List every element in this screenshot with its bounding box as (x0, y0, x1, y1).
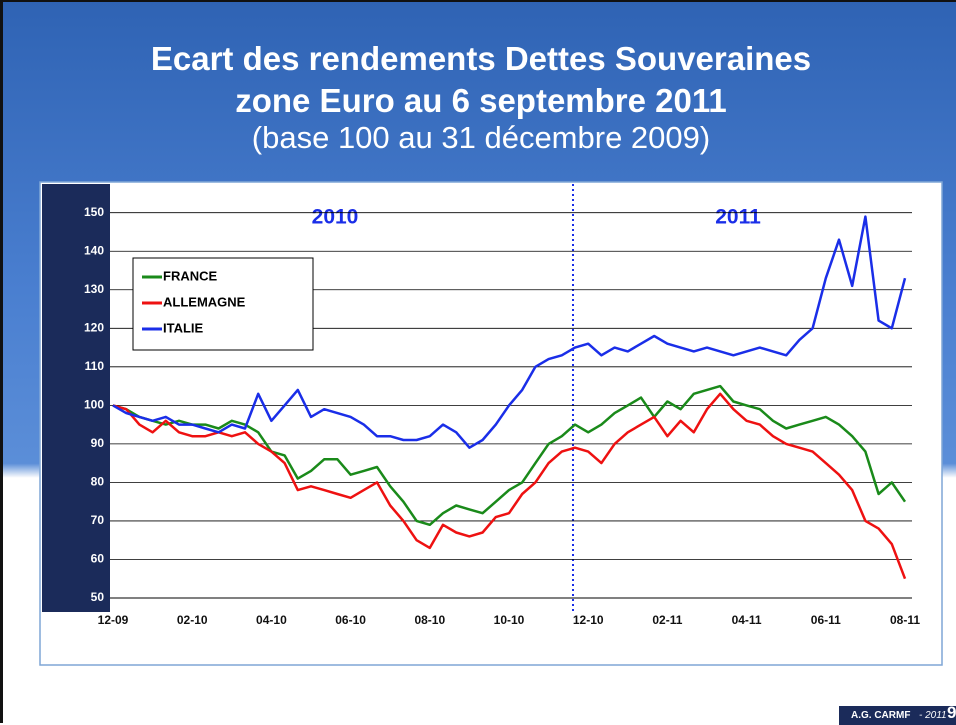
x-tick-label: 02-10 (177, 613, 208, 627)
y-tick-label: 70 (91, 513, 105, 527)
y-tick-label: 90 (91, 436, 105, 450)
y-tick-label: 60 (91, 552, 105, 566)
annotation: 2011 (715, 206, 761, 229)
x-tick-label: 12-10 (573, 613, 604, 627)
y-tick-label: 150 (84, 205, 104, 219)
footer-year: - 2011 (919, 710, 947, 721)
y-tick-label: 80 (91, 475, 105, 489)
x-tick-label: 10-10 (494, 613, 525, 627)
title-line: Ecart des rendements Dettes Souveraines (150, 40, 812, 77)
x-tick-label: 06-10 (335, 613, 366, 627)
y-tick-label: 50 (91, 590, 105, 604)
footer: A.G. CARMF - 2011 9 (839, 703, 956, 725)
axis-strip (42, 184, 110, 612)
legend-box (132, 257, 314, 351)
x-tick-label: 08-11 (890, 613, 920, 627)
x-tick-label: 04-10 (256, 613, 287, 627)
x-tick-label: 02-11 (652, 613, 682, 627)
series-line (112, 384, 907, 527)
y-tick-label: 130 (84, 282, 104, 296)
y-tick-label: 110 (85, 359, 105, 373)
title-line: zone Euro au 6 septembre 2011 (235, 82, 727, 119)
legend-label: ALLEMAGNE (163, 294, 246, 309)
x-tick-label: 04-11 (732, 613, 762, 627)
legend-label: ITALIE (163, 320, 204, 335)
y-tick-label: 100 (84, 398, 104, 412)
page-number: 9 (947, 703, 956, 722)
x-tick-label: 08-10 (414, 613, 445, 627)
footer-org: A.G. CARMF (851, 710, 911, 721)
series-line (112, 392, 907, 580)
y-tick-label: 120 (84, 320, 104, 334)
subtitle: (base 100 au 31 décembre 2009) (251, 120, 711, 155)
x-tick-label: 12-09 (98, 613, 129, 627)
x-tick-label: 06-11 (811, 613, 841, 627)
y-tick-label: 140 (84, 243, 104, 257)
annotation: 2010 (312, 206, 359, 229)
series-line (112, 215, 907, 449)
legend-label: FRANCE (163, 268, 217, 283)
